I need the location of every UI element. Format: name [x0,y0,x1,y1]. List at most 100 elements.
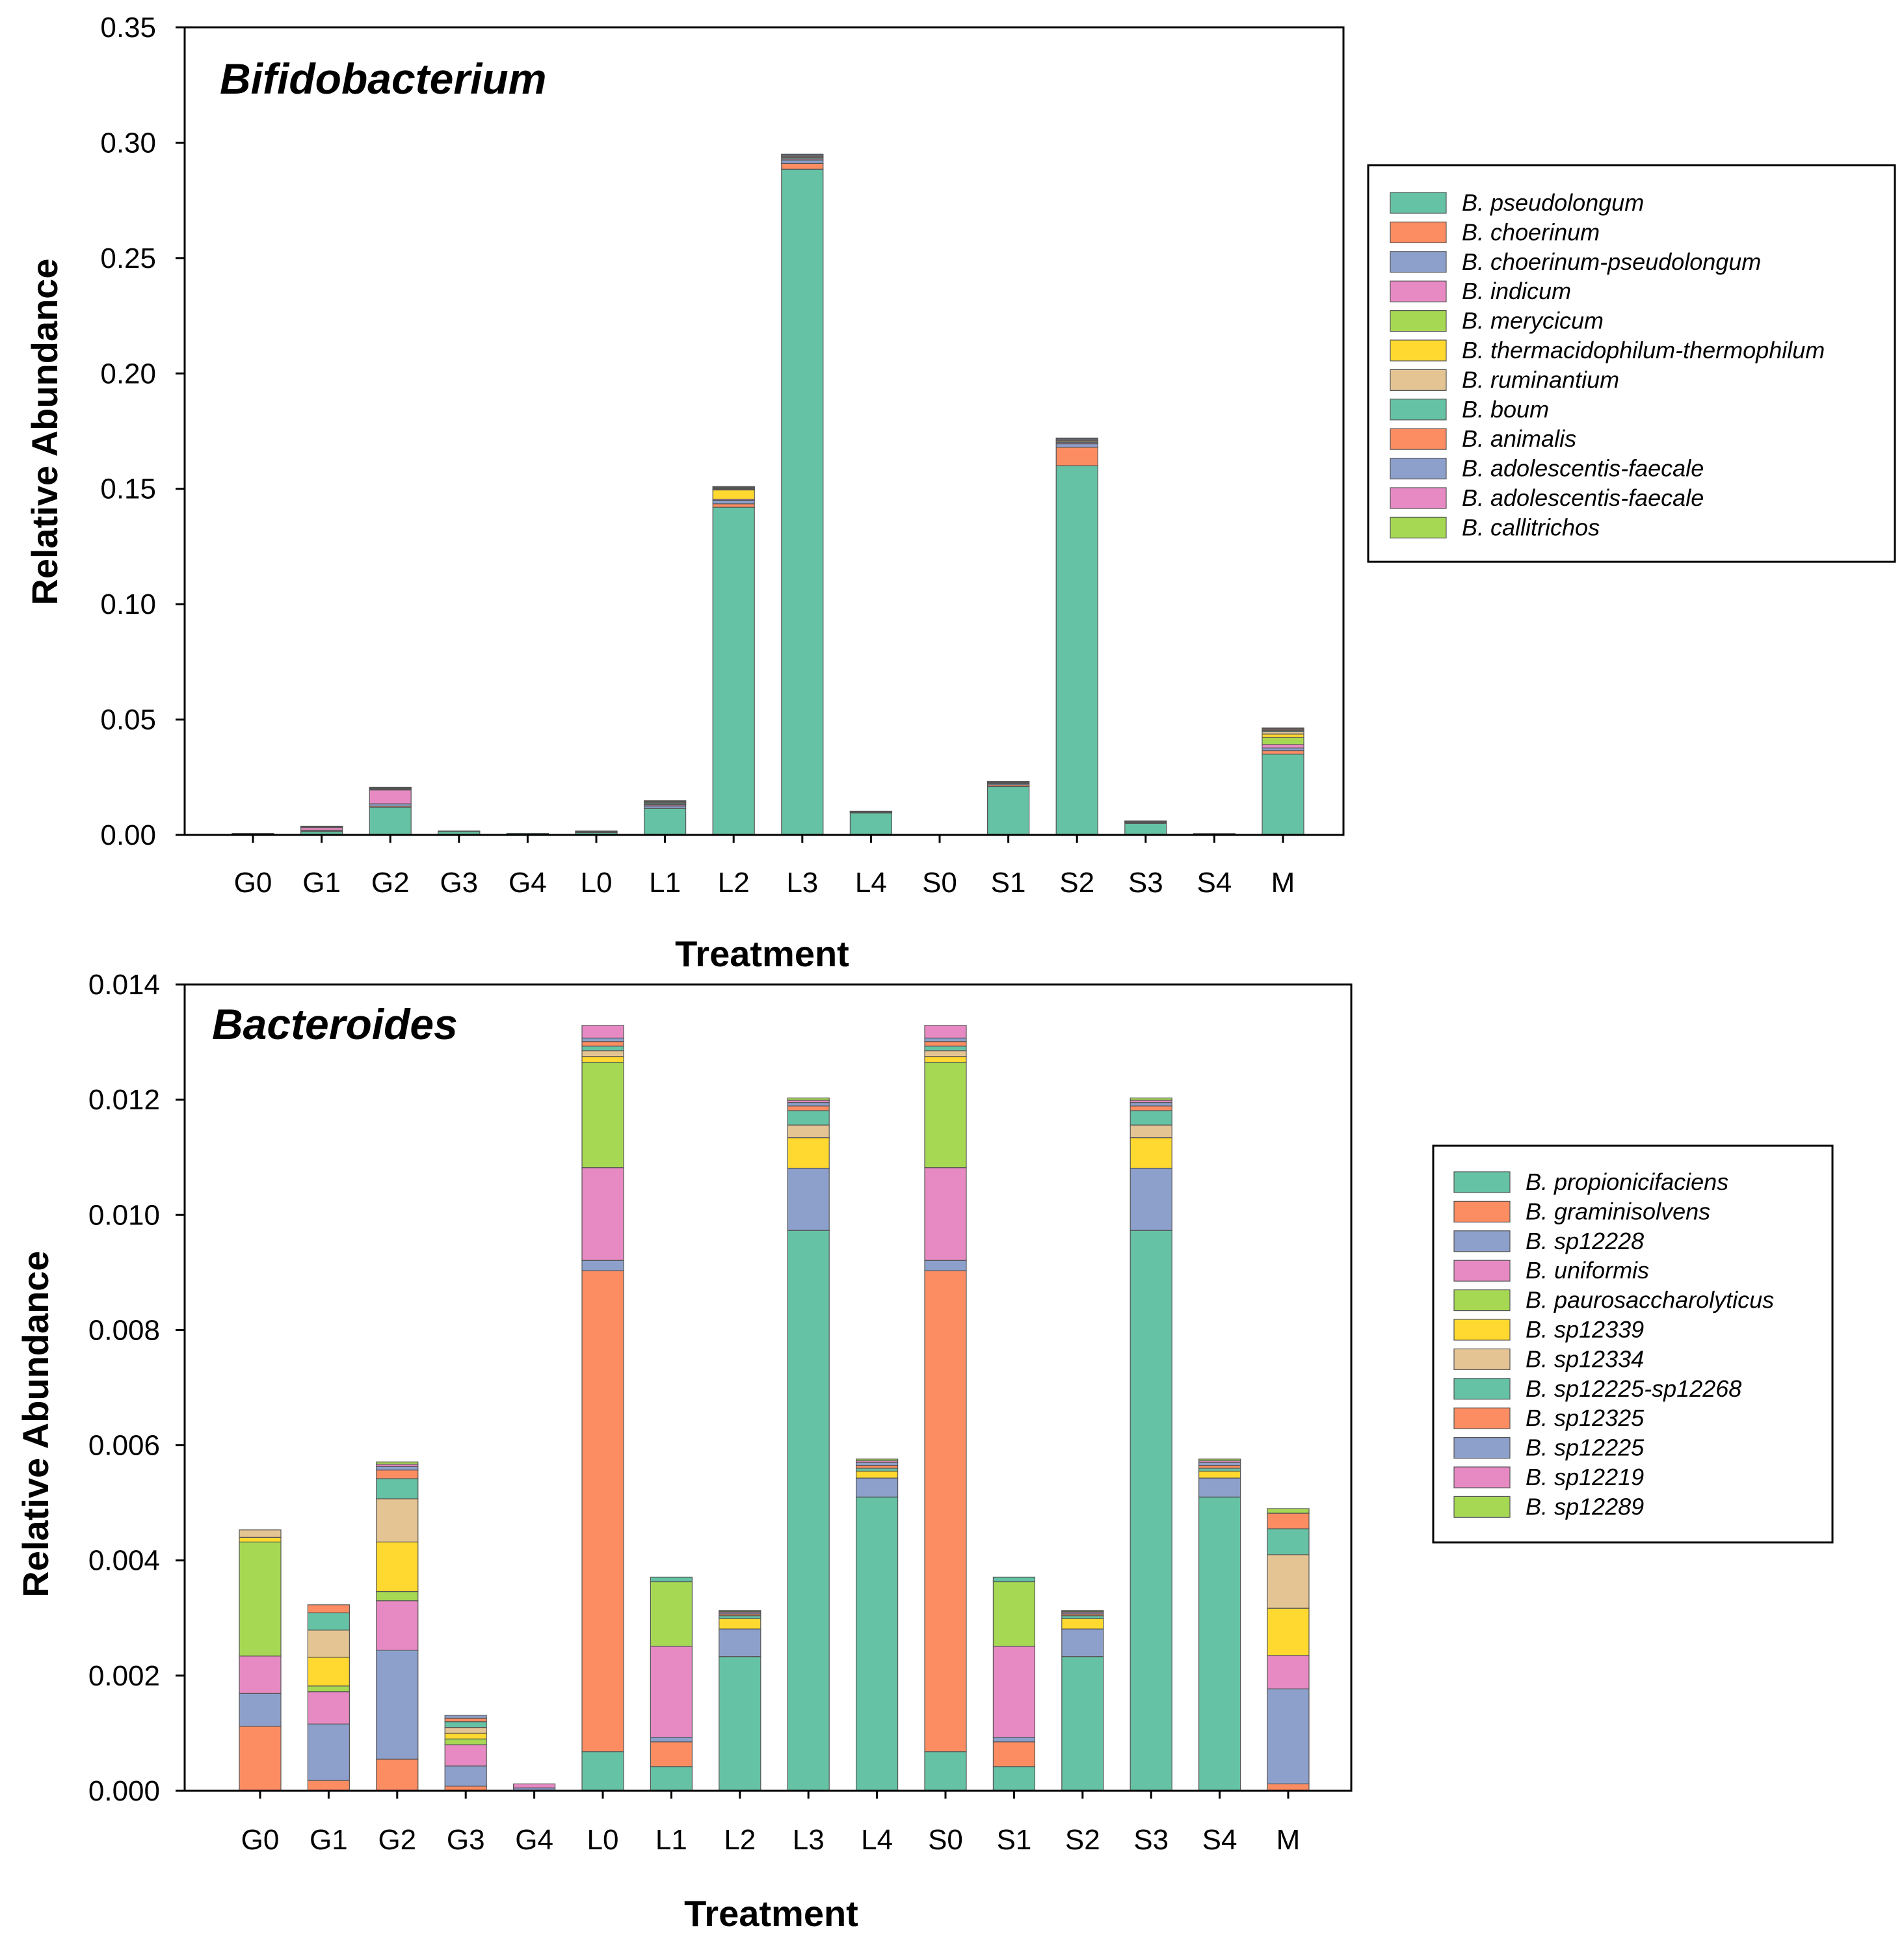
bacteroides-bar-L0-series-8 [581,1041,624,1047]
bacteroides-bar-L0-series-5 [581,1056,624,1063]
bifido-bar-S1-series-0 [986,786,1030,836]
bacteroides-bar-S0-series-3 [924,1167,967,1261]
bacteroides-bar-M-series-2 [1267,1688,1310,1784]
bifido-y-tick-label: 0.20 [100,358,156,390]
bifidobacterium-y-axis-title: Relative Abundance [24,258,65,605]
bifido-x-tick-label: L3 [786,867,818,899]
bacteroides-bar-M-series-6 [1267,1554,1310,1609]
bifido-x-tick-label: M [1271,867,1295,899]
bifido-legend-swatch [1390,280,1447,302]
bacteroides-bar-G3-series-9 [444,1715,487,1719]
bacteroides-bar-S1-series-4 [992,1581,1036,1647]
bifido-bar-M-series-3 [1262,744,1304,748]
bifido-bar-L2-series-0 [712,507,755,836]
bifido-legend-label: B. adolescentis-faecale [1462,484,1704,511]
bacteroides-legend-label: B. uniformis [1526,1257,1649,1284]
bacteroides-bar-S0-series-9 [924,1037,967,1042]
bacteroides-bar-S4-series-7 [1198,1468,1241,1472]
bacteroides-bar-L3-series-0 [787,1230,830,1791]
bacteroides-bar-S1-series-0 [992,1766,1036,1791]
bacteroides-bar-L0-series-10 [581,1025,624,1038]
bacteroides-bar-S0-series-10 [924,1025,967,1038]
bifido-legend-label: B. ruminantium [1462,366,1619,393]
bacteroides-bar-L4-series-5 [855,1470,899,1479]
bifido-bar-L2-series-1 [712,503,755,508]
bacteroides-legend-swatch [1453,1260,1511,1282]
bacteroides-bar-L3-series-11 [787,1097,830,1101]
bifido-bar-L4-series-9 [849,810,893,812]
bifido-legend-label: B. thermacidophilum-thermophilum [1462,337,1825,363]
bacteroides-x-tick-label: S3 [1133,1824,1169,1856]
bacteroides-bar-G1-series-5 [307,1656,350,1687]
bacteroides-bar-G0-series-1 [239,1726,282,1791]
bacteroides-bar-L4-series-9 [855,1462,899,1466]
bifido-bar-S2-series-0 [1055,465,1098,836]
bacteroides-x-tick-label: L3 [793,1824,825,1856]
bacteroides-legend-label: B. sp12225 [1526,1434,1645,1461]
bacteroides-legend-swatch [1453,1319,1511,1341]
bacteroides-bar-L2-series-0 [719,1656,761,1791]
bifido-bar-L0-series-7 [575,830,618,832]
bifido-bar-L1-series-11 [643,800,687,802]
bifido-y-tick-label: 0.05 [100,704,156,736]
bacteroides-legend-swatch [1453,1496,1511,1518]
bacteroides-bar-L1-series-2 [650,1737,693,1743]
bacteroides-bar-G2-series-6 [376,1498,419,1542]
bacteroides-bar-M-series-5 [1267,1607,1310,1656]
bacteroides-bar-S4-series-0 [1198,1496,1241,1791]
bifido-bar-G1-series-3 [300,827,343,831]
bifido-legend-label: B. choerinum [1462,218,1600,245]
bifido-bar-S2-series-11 [1055,438,1098,439]
bacteroides-bar-G2-series-1 [376,1758,419,1791]
bacteroides-y-tick-label: 0.010 [88,1199,160,1231]
bacteroides-bar-L3-series-9 [787,1102,830,1107]
bacteroides-bar-L0-series-4 [581,1061,624,1169]
bacteroides-y-tick-label: 0.008 [88,1314,160,1346]
bacteroides-legend-swatch [1453,1171,1511,1193]
bacteroides-bar-G0-series-6 [239,1529,282,1538]
bacteroides-legend-label: B. sp12289 [1526,1493,1644,1520]
bacteroides-x-tick-label: G3 [447,1824,485,1856]
bifido-legend-swatch [1390,457,1447,480]
bifidobacterium-plot-frame [183,26,1345,836]
bifido-legend-label: B. choerinum-pseudolongum [1462,248,1761,275]
bacteroides-bar-G3-series-8 [444,1717,487,1723]
bifido-bar-M-series-0 [1262,754,1304,836]
bacteroides-bar-G3-series-4 [444,1738,487,1745]
bifido-legend-label: B. indicum [1462,278,1571,304]
bifido-y-tick-label: 0.30 [100,127,156,159]
bacteroides-bars [239,1025,1310,1791]
bifidobacterium-axes: G0 G1 G2 G3 G4 L0 L1 L2 L3 L4 S0 S1 S2 S3 S4 M 0.00 0.05 0… [100,12,1295,899]
bacteroides-bar-M-series-3 [1267,1655,1310,1689]
bacteroides-bar-S0-series-8 [924,1041,967,1047]
bacteroides-legend-swatch [1453,1348,1511,1370]
bacteroides-bar-S2-series-0 [1061,1656,1104,1791]
bacteroides-bar-G0-series-2 [239,1693,282,1727]
bacteroides-bar-L4-series-0 [855,1496,899,1791]
bacteroides-bar-L3-series-7 [787,1110,830,1126]
bacteroides-bar-G3-series-5 [444,1732,487,1739]
bacteroides-bar-M-series-8 [1267,1512,1310,1529]
bifido-x-tick-label: S4 [1197,867,1232,899]
bacteroides-bar-S1-series-2 [992,1737,1036,1743]
bacteroides-bar-L4-series-11 [855,1459,899,1462]
bacteroides-bar-G2-series-11 [376,1461,419,1465]
bifido-bar-L2-series-5 [712,489,755,500]
bacteroides-bar-L0-series-9 [581,1037,624,1042]
bacteroides-bar-S1-series-1 [992,1741,1036,1767]
bacteroides-bar-S3-series-5 [1130,1137,1172,1169]
bacteroides-bar-S2-series-7 [1061,1615,1104,1619]
bacteroides-bar-S2-series-11 [1061,1610,1104,1613]
bifido-y-tick-label: 0.00 [100,819,156,851]
bacteroides-bar-L2-series-2 [719,1628,761,1657]
bifido-x-tick-label: L2 [718,867,750,899]
bifido-legend-label: B. pseudolongum [1462,189,1644,216]
bacteroides-bar-L3-series-6 [787,1124,830,1139]
bifido-bar-L4-series-0 [849,812,893,836]
bacteroides-bar-G1-series-2 [307,1723,350,1781]
bacteroides-bar-L2-series-5 [719,1618,761,1630]
bifido-x-tick-label: S1 [991,867,1026,899]
bacteroides-legend-label: B. sp12228 [1526,1228,1644,1254]
bacteroides-bar-S0-series-0 [924,1751,967,1791]
bacteroides-bar-S4-series-5 [1198,1470,1241,1479]
